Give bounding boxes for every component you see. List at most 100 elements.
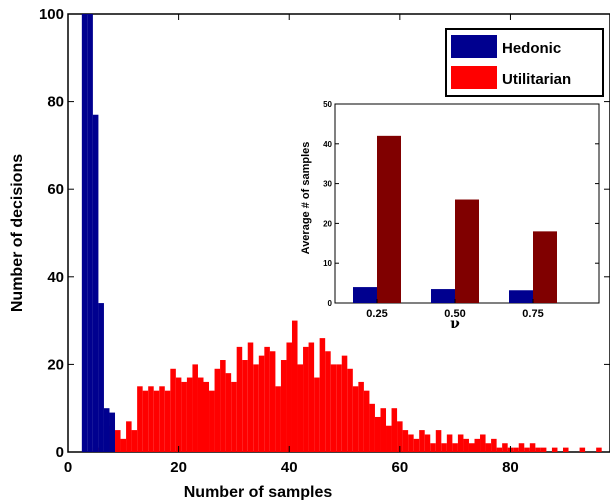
utilitarian-bar <box>303 346 309 452</box>
inset-y-tick-label: 0 <box>328 299 333 308</box>
utilitarian-bar <box>137 386 143 452</box>
utilitarian-bar <box>502 443 508 452</box>
inset-y-axis-title: Average # of samples <box>300 142 312 255</box>
y-tick-label: 40 <box>47 269 64 286</box>
y-axis-title: Number of decisions <box>9 154 26 312</box>
utilitarian-bar <box>115 430 121 452</box>
inset-chart: 0.25 0.50 0.75 0 10 20 30 40 50 Average # of sam… <box>300 100 600 332</box>
legend: Hedonic Utilitarian <box>445 28 604 97</box>
utilitarian-bar <box>551 447 558 452</box>
hedonic-bar <box>109 412 116 452</box>
y-tick-label: 100 <box>39 6 64 23</box>
utilitarian-bar <box>330 364 337 452</box>
utilitarian-bar <box>247 342 254 452</box>
inset-hedonic-bar <box>353 287 377 303</box>
utilitarian-bar <box>430 443 436 452</box>
utilitarian-bar <box>275 386 281 452</box>
inset-x-axis-title: ν <box>450 316 460 332</box>
y-tick-label: 20 <box>47 356 64 373</box>
inset-y-tick-label: 50 <box>323 100 332 109</box>
utilitarian-bar <box>175 377 182 452</box>
inset-y-tick-label: 10 <box>323 259 332 268</box>
utilitarian-bar <box>363 390 370 452</box>
utilitarian-bar <box>480 434 486 452</box>
utilitarian-bar <box>253 364 259 452</box>
utilitarian-bar <box>452 443 458 452</box>
hedonic-bar <box>87 14 93 452</box>
utilitarian-bar <box>468 443 475 452</box>
utilitarian-bar <box>513 447 519 452</box>
utilitarian-bar <box>291 320 298 452</box>
inset-y-tick-label: 30 <box>323 180 332 189</box>
utilitarian-bar <box>496 447 503 452</box>
utilitarian-bar <box>319 338 326 452</box>
utilitarian-bar <box>408 434 414 452</box>
utilitarian-bar <box>231 381 237 452</box>
y-tick-label: 80 <box>47 94 64 111</box>
utilitarian-bar <box>386 425 392 452</box>
utilitarian-bar <box>341 355 348 452</box>
utilitarian-bar <box>463 438 469 452</box>
utilitarian-bar <box>314 377 320 452</box>
utilitarian-bar <box>258 355 265 452</box>
utilitarian-bar <box>579 447 586 452</box>
y-tick-label: 60 <box>47 181 64 198</box>
utilitarian-bar <box>186 377 193 452</box>
inset-axis-ticks: 0.25 0.50 0.75 0 10 20 30 40 50 <box>323 100 599 320</box>
utilitarian-bar <box>225 373 232 452</box>
utilitarian-bar <box>264 346 270 452</box>
hedonic-bar <box>98 303 104 452</box>
inset-y-tick-label: 40 <box>323 140 332 149</box>
utilitarian-bar <box>148 386 154 452</box>
utilitarian-bar <box>142 390 149 452</box>
utilitarian-bar <box>446 434 453 452</box>
utilitarian-bar <box>131 430 138 452</box>
utilitarian-bar <box>540 447 547 452</box>
inset-utilitarian-bar <box>377 135 401 303</box>
y-tick-label: 0 <box>56 444 64 461</box>
utilitarian-bar <box>336 364 342 452</box>
utilitarian-bar <box>535 447 541 452</box>
inset-utilitarian-bar <box>533 231 557 303</box>
utilitarian-bar <box>170 368 176 452</box>
utilitarian-bar <box>164 390 171 452</box>
inset-bars <box>353 135 557 303</box>
inset-x-tick-label: 0.25 <box>366 308 387 320</box>
x-axis-title: Number of samples <box>184 484 333 500</box>
x-tick-label: 80 <box>502 459 519 476</box>
utilitarian-bar <box>374 416 381 452</box>
utilitarian-bar <box>347 368 353 452</box>
hedonic-bar <box>103 408 110 452</box>
x-tick-label: 0 <box>64 459 72 476</box>
inset-hedonic-bar <box>509 290 533 303</box>
utilitarian-bar <box>391 408 398 452</box>
x-tick-label: 40 <box>281 459 298 476</box>
utilitarian-bar <box>435 430 442 452</box>
inset-hedonic-bar <box>431 289 455 303</box>
utilitarian-bar <box>209 390 215 452</box>
utilitarian-bar <box>352 386 359 452</box>
utilitarian-bar <box>397 421 403 452</box>
utilitarian-bar <box>529 443 536 452</box>
utilitarian-bar <box>269 351 276 452</box>
hedonic-bar <box>92 114 99 453</box>
utilitarian-bar <box>197 377 204 452</box>
utilitarian-bar <box>524 447 530 452</box>
utilitarian-bar <box>413 438 420 452</box>
utilitarian-bar <box>242 360 248 452</box>
utilitarian-bar <box>369 403 375 452</box>
inset-utilitarian-bar <box>455 199 479 303</box>
legend-swatch-hedonic <box>451 35 497 58</box>
utilitarian-bar <box>220 360 226 452</box>
main-histogram-bars <box>81 14 602 453</box>
utilitarian-bar <box>424 434 431 452</box>
hedonic-bar <box>81 14 88 452</box>
utilitarian-bar <box>419 430 425 452</box>
utilitarian-bar <box>280 360 287 452</box>
utilitarian-bar <box>380 408 387 452</box>
inset-x-tick-label: 0.75 <box>522 308 543 320</box>
utilitarian-bar <box>474 438 481 452</box>
utilitarian-bar <box>203 381 210 452</box>
utilitarian-bar <box>491 438 497 452</box>
